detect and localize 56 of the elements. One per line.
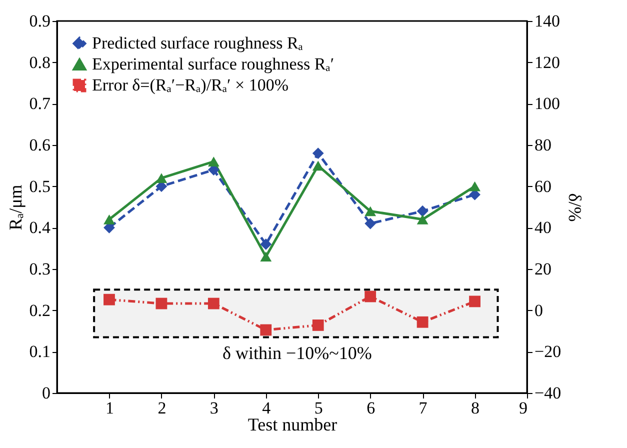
point <box>416 205 428 217</box>
y-tick-label: 0.3 <box>29 260 50 278</box>
y-tick-label: 0.6 <box>29 136 50 154</box>
point <box>156 173 168 184</box>
x-tick-label: 9 <box>519 398 528 418</box>
y-tick-label: 0 <box>42 384 50 402</box>
y-tick-label: 0.5 <box>29 176 50 196</box>
x-axis-title: Test number <box>248 414 338 434</box>
point <box>312 160 324 171</box>
point <box>104 294 115 306</box>
legend-label: Experimental surface roughness Rₐ′ <box>92 54 334 74</box>
point <box>416 316 428 328</box>
y-tick-label: 0.2 <box>29 300 50 320</box>
x-tick-label: 8 <box>471 398 480 418</box>
point <box>416 214 428 224</box>
point <box>312 148 324 159</box>
band-label: δ within −10%~10% <box>222 343 372 364</box>
x-tick-label: 6 <box>366 398 376 418</box>
y2-axis-title: δ/% <box>565 193 586 222</box>
point <box>260 252 272 262</box>
point <box>104 214 115 224</box>
point <box>260 324 272 336</box>
y-tick-label: 0.8 <box>29 52 50 72</box>
point <box>364 290 376 302</box>
point <box>469 181 480 192</box>
x-tick-label: 7 <box>418 398 428 418</box>
point <box>156 298 168 310</box>
y2-tick-label: 40 <box>534 218 552 238</box>
point <box>364 206 376 216</box>
x-tick-label: 4 <box>262 398 272 418</box>
y2-tick-label: 140 <box>534 12 560 30</box>
y2-tick-label: −40 <box>534 384 562 402</box>
point <box>260 238 272 250</box>
y2-tick-label: 60 <box>534 176 552 196</box>
point <box>312 320 324 331</box>
y2-tick-label: 0 <box>534 300 543 320</box>
point <box>364 218 376 230</box>
x-tick-label: 2 <box>158 398 166 418</box>
y2-tick-label: 20 <box>534 260 552 278</box>
x-tick-label: 1 <box>105 398 114 418</box>
y-tick-label: 0.7 <box>29 94 51 114</box>
y-tick-label: 0.9 <box>29 12 50 30</box>
legend-label: Predicted surface roughness Rₐ <box>92 34 304 52</box>
x-tick-label: 3 <box>210 398 218 418</box>
y2-tick-label: 80 <box>534 136 552 154</box>
y2-tick-label: 120 <box>534 52 560 72</box>
point <box>208 298 220 310</box>
legend-label: Error δ=(Rₐ′−Rₐ)/Rₐ′ × 100% <box>92 76 288 94</box>
y-axis-title: Rₐ/μm <box>5 184 26 230</box>
x-tick-label: 5 <box>314 398 323 418</box>
y-tick-label: 0.1 <box>29 342 50 362</box>
y2-tick-label: −20 <box>534 342 562 362</box>
point <box>469 296 480 308</box>
point <box>208 156 220 166</box>
y2-tick-label: 100 <box>534 94 560 114</box>
y-tick-label: 0.4 <box>29 218 51 238</box>
